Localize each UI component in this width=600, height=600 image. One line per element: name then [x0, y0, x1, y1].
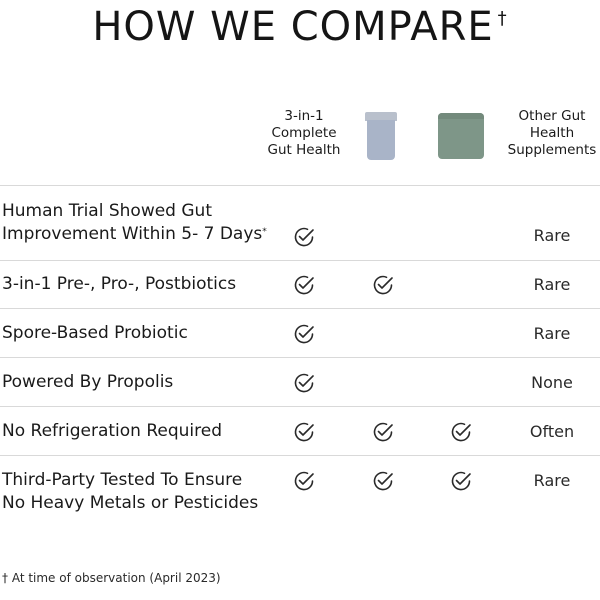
row-label-postbiotics: 3-in-1 Pre-, Pro-, Postbiotics	[2, 274, 237, 294]
header-divider	[0, 185, 600, 186]
check-circle-icon	[371, 469, 395, 493]
column-header-other: Other Gut Health Supplements	[507, 108, 597, 158]
check-circle-icon	[449, 469, 473, 493]
other-value: Rare	[533, 324, 571, 343]
row-label-spore: Spore-Based Probiotic	[2, 323, 188, 343]
row-divider	[0, 455, 600, 456]
row-divider	[0, 308, 600, 309]
footnote: † At time of observation (April 2023)	[2, 571, 221, 585]
check-circle-icon	[292, 420, 316, 444]
check-circle-icon	[449, 420, 473, 444]
bottle-icon	[365, 112, 397, 160]
check-circle-icon	[292, 469, 316, 493]
row-label-refrigeration: No Refrigeration Required	[2, 421, 223, 441]
check-circle-icon	[292, 371, 316, 395]
check-circle-icon	[371, 273, 395, 297]
other-value: Rare	[533, 471, 571, 490]
page-title: HOW WE COMPARE †	[92, 4, 508, 50]
row-divider	[0, 357, 600, 358]
other-value: Often	[529, 422, 575, 441]
column-header-3in1: 3-in-1 Complete Gut Health	[267, 108, 341, 158]
row-label-propolis: Powered By Propolis	[2, 372, 174, 392]
row-label-human-trial: Human Trial Showed Gut Improvement Withi…	[2, 201, 267, 244]
row-label-third-party: Third-Party Tested To Ensure No Heavy Me…	[2, 470, 259, 513]
check-circle-icon	[371, 420, 395, 444]
check-circle-icon	[292, 322, 316, 346]
check-circle-icon	[292, 225, 316, 249]
other-value: None	[531, 373, 573, 392]
jar-icon	[438, 113, 484, 159]
other-value: Rare	[533, 275, 571, 294]
check-circle-icon	[292, 273, 316, 297]
other-value: Rare	[533, 226, 571, 245]
row-divider	[0, 260, 600, 261]
row-divider	[0, 406, 600, 407]
title-dagger: †	[497, 8, 508, 29]
